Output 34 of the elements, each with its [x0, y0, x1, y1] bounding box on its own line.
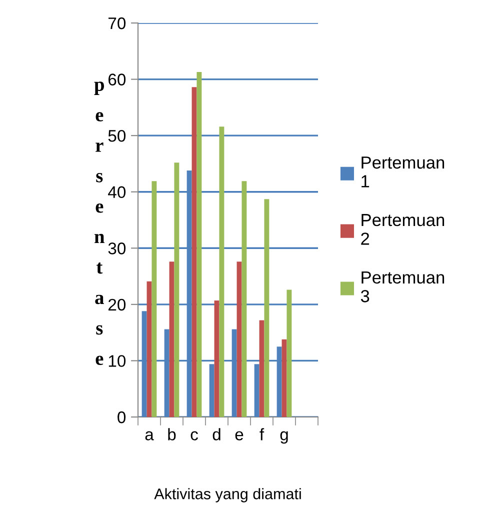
bar: [146, 281, 152, 417]
x-tick-label: b: [168, 428, 176, 440]
y-tick-label: 0: [118, 411, 126, 424]
legend-label: Pertemuan 1: [362, 156, 444, 188]
bar: [169, 262, 174, 417]
legend-label: Pertemuan 2: [361, 214, 444, 245]
y-tick-label: 50: [108, 130, 126, 142]
y-tick-label: 20: [108, 298, 126, 311]
y-tick-label: 60: [108, 74, 126, 86]
legend-label: Pertemuan 3: [360, 272, 444, 302]
y-tick-label: 30: [108, 242, 126, 254]
x-tick-label: f: [260, 428, 264, 440]
bar: [152, 181, 157, 417]
bar: [264, 199, 270, 417]
bar: [242, 181, 247, 417]
bar: [214, 300, 220, 417]
x-tick-label: e: [235, 431, 244, 440]
x-tick-label: c: [190, 431, 198, 440]
bar: [192, 87, 197, 417]
bar: [259, 320, 264, 417]
y-tick-label: 70: [108, 17, 126, 30]
x-tick-label: d: [212, 428, 220, 440]
y-tick-label: 10: [108, 355, 126, 367]
y-tick-label: 40: [108, 186, 126, 198]
x-axis-title: Aktivitas yang diamati: [154, 488, 301, 502]
bar: [286, 290, 292, 417]
text: persentase: [94, 82, 105, 366]
bar: [196, 72, 202, 417]
bar: [219, 126, 224, 417]
x-tick-label: g: [280, 431, 288, 444]
bar: [282, 339, 287, 417]
bar: [174, 162, 180, 417]
bar: [236, 262, 242, 417]
x-tick-label: a: [145, 431, 154, 440]
